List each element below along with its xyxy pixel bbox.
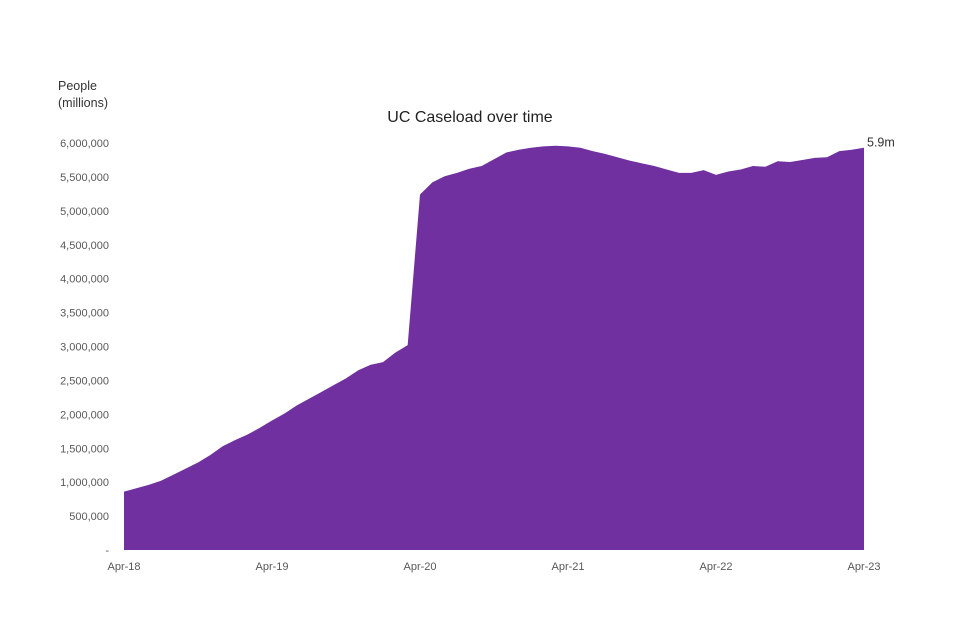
y-tick-label: 5,000,000 xyxy=(60,206,109,218)
y-tick-label: 2,000,000 xyxy=(60,409,109,421)
end-value-annotation: 5.9m xyxy=(867,136,895,150)
caseload-area xyxy=(124,145,864,550)
y-axis-label-line-2: (millions) xyxy=(58,96,108,110)
y-tick-label: 2,500,000 xyxy=(60,375,109,387)
y-tick-label: - xyxy=(105,545,109,557)
y-tick-label: 500,000 xyxy=(69,511,109,523)
x-tick-label: Apr-21 xyxy=(551,561,584,573)
y-tick-label: 3,500,000 xyxy=(60,308,109,320)
chart-title: UC Caseload over time xyxy=(387,109,553,126)
x-tick-label: Apr-19 xyxy=(255,561,288,573)
y-tick-label: 1,500,000 xyxy=(60,443,109,455)
x-tick-label: Apr-22 xyxy=(699,561,732,573)
y-axis-ticks: - 500,000 1,000,000 1,500,000 2,000,000 2,500… xyxy=(60,138,109,557)
y-tick-label: 3,000,000 xyxy=(60,342,109,354)
y-tick-label: 4,500,000 xyxy=(60,240,109,252)
y-tick-label: 6,000,000 xyxy=(60,138,109,150)
x-tick-label: Apr-18 xyxy=(107,561,140,573)
y-tick-label: 5,500,000 xyxy=(60,172,109,184)
x-axis-ticks: Apr-18 Apr-19 Apr-20 Apr-21 Apr-22 Apr-23 xyxy=(107,561,880,573)
x-tick-label: Apr-23 xyxy=(847,561,880,573)
y-tick-label: 4,000,000 xyxy=(60,274,109,286)
x-tick-label: Apr-20 xyxy=(403,561,436,573)
y-axis-label-line-1: People xyxy=(58,79,97,93)
y-tick-label: 1,000,000 xyxy=(60,477,109,489)
